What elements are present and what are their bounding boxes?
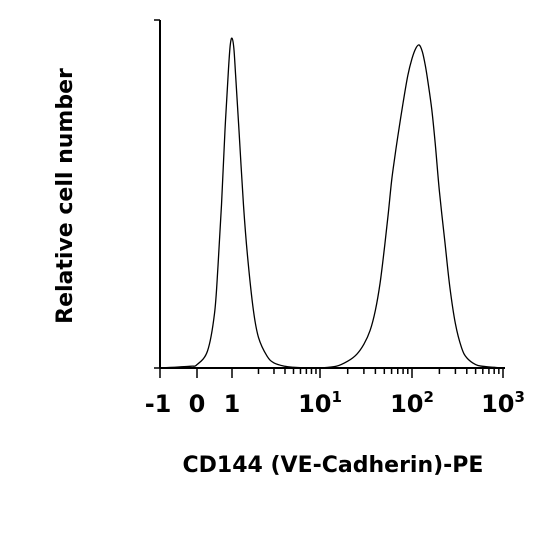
- x-tick-label: 1: [224, 390, 241, 418]
- histogram-series-1: [159, 37, 320, 369]
- x-axis-title: CD144 (VE-Cadherin)-PE: [183, 453, 484, 478]
- x-tick-label: 101: [298, 388, 342, 418]
- x-tick-label: 103: [481, 388, 525, 418]
- x-tick-label: 102: [390, 388, 434, 418]
- x-axis-ticks: [154, 19, 504, 378]
- y-axis-title: Relative cell number: [53, 68, 78, 324]
- histogram-curves: [159, 37, 504, 369]
- x-axis-tick-labels: -1 0 1 101 102 103: [145, 388, 525, 418]
- histogram-series-2: [319, 44, 504, 369]
- x-tick-label: -1: [145, 390, 172, 418]
- x-tick-label: 0: [189, 390, 206, 418]
